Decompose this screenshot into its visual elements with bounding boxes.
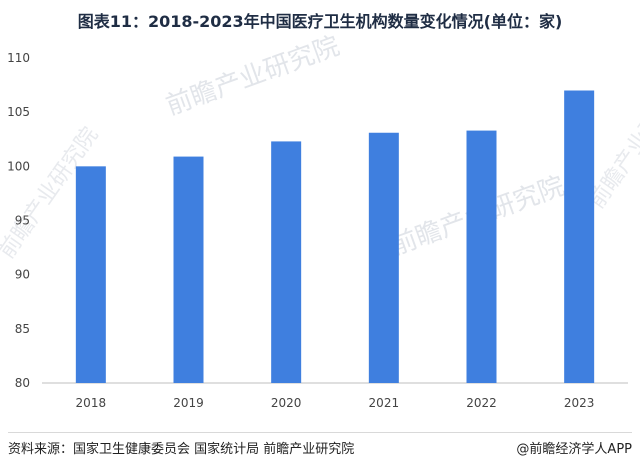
x-tick-label: 2022 (466, 396, 497, 410)
x-tick-label: 2021 (369, 396, 400, 410)
x-tick-label: 2023 (564, 396, 595, 410)
bar-2022 (466, 130, 497, 383)
y-tick-label: 95 (15, 214, 30, 228)
y-tick-label: 80 (15, 376, 30, 390)
bar-2021 (368, 132, 399, 383)
source-note: 资料来源：国家卫生健康委员会 国家统计局 前瞻产业研究院 (8, 442, 355, 457)
y-tick-label: 90 (15, 268, 30, 282)
bar-2020 (271, 141, 302, 383)
x-tick-label: 2020 (271, 396, 302, 410)
y-tick-label: 100 (7, 159, 30, 173)
credit-text: @前瞻经济学人APP (516, 442, 632, 457)
y-tick-label: 85 (15, 322, 30, 336)
bar-chart: 前瞻产业研究院 前瞻产业研究院 前瞻产业研究院 前瞻产业研究院 80859095… (0, 31, 640, 410)
chart-title: 图表11：2018-2023年中国医疗卫生机构数量变化情况(单位：家) (77, 12, 563, 31)
y-tick-label: 110 (7, 51, 30, 65)
bar-2019 (173, 156, 204, 383)
x-tick-label: 2018 (76, 396, 107, 410)
x-tick-label: 2019 (173, 396, 204, 410)
bar-2023 (564, 90, 595, 383)
watermark-text: 前瞻产业研究院 (162, 31, 343, 121)
bar-2018 (75, 166, 106, 383)
footer: 资料来源：国家卫生健康委员会 国家统计局 前瞻产业研究院 @前瞻经济学人APP (8, 432, 632, 459)
y-tick-label: 105 (7, 105, 30, 119)
